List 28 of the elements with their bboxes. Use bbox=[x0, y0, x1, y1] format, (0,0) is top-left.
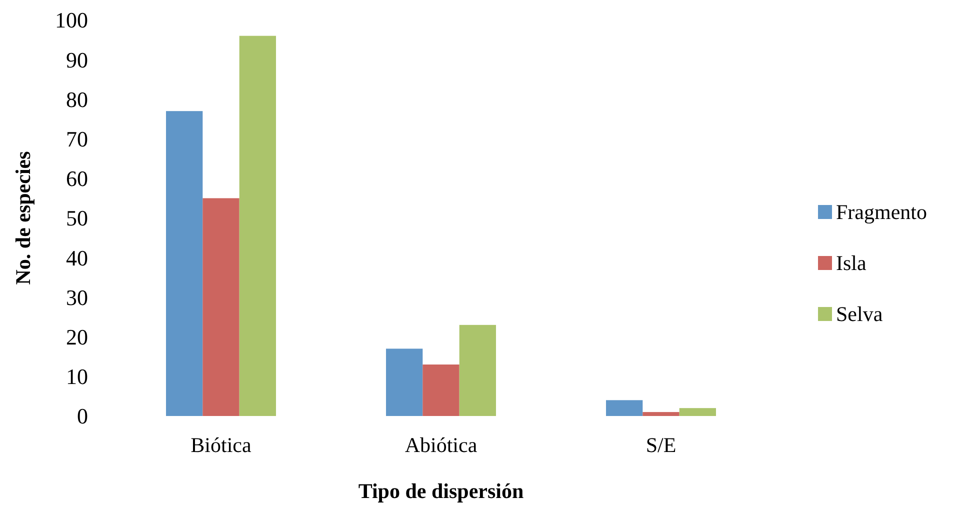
bar bbox=[202, 198, 240, 416]
y-tick-label: 0 bbox=[77, 404, 88, 429]
x-axis-title: Tipo de dispersión bbox=[358, 479, 524, 503]
x-tick-label: S/E bbox=[646, 433, 676, 457]
y-tick-label: 20 bbox=[66, 324, 88, 350]
bar bbox=[166, 111, 203, 416]
bar bbox=[606, 400, 643, 416]
bar bbox=[642, 412, 680, 416]
legend-label: Fragmento bbox=[836, 200, 927, 224]
bar bbox=[239, 36, 276, 416]
x-tick-label: Abiótica bbox=[404, 433, 478, 457]
y-tick-label: 50 bbox=[66, 206, 88, 231]
bar bbox=[386, 348, 423, 416]
y-tick-label: 60 bbox=[66, 166, 88, 192]
legend-label: Selva bbox=[836, 302, 884, 326]
y-tick-label: 100 bbox=[55, 8, 88, 33]
y-tick-label: 30 bbox=[66, 284, 88, 310]
bar bbox=[422, 364, 460, 416]
bar bbox=[459, 324, 496, 416]
x-tick-label: Biótica bbox=[190, 433, 252, 457]
bar bbox=[679, 408, 716, 416]
y-tick-label: 80 bbox=[66, 86, 88, 112]
legend-label: Isla bbox=[836, 251, 867, 275]
y-tick-label: 90 bbox=[66, 47, 88, 72]
y-axis-title: No. de especies bbox=[11, 151, 35, 285]
y-tick-label: 40 bbox=[66, 245, 88, 270]
y-tick-label: 10 bbox=[66, 364, 88, 390]
y-tick-label: 70 bbox=[66, 126, 88, 152]
